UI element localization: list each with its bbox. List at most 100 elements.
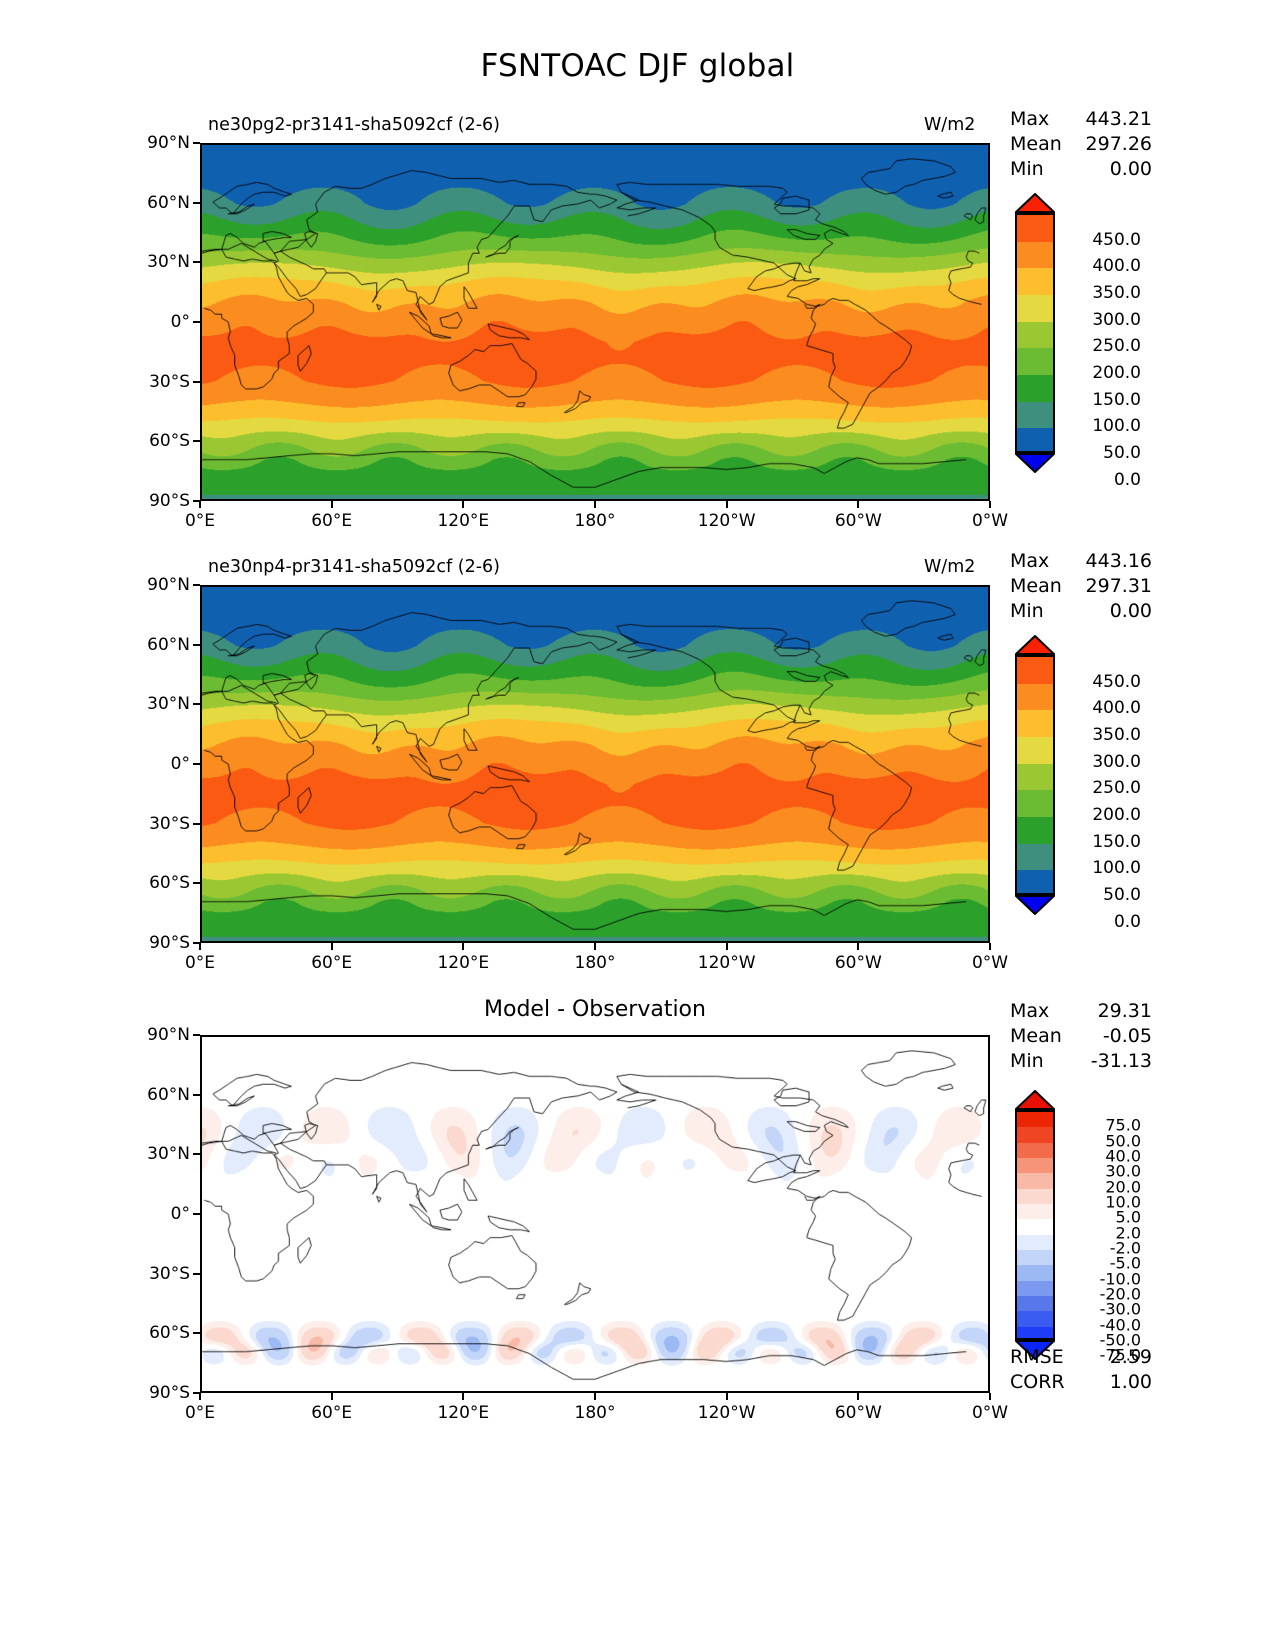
lon-tick-label: 60°W [834,953,882,973]
units-label-1: W/m2 [924,115,976,135]
footer-stat-row: CORR 1.00 [1010,1370,1152,1395]
lat-tick-label: 90°S [149,933,190,953]
colorbar-tick-label: 200.0 [1092,805,1141,825]
lat-tick-label: 30°N [147,1144,190,1165]
colorbar-tick-label: -30.0 [1099,1299,1141,1319]
colorbar-tick-label: 0.0 [1113,911,1141,932]
lon-tick-label: 120°W [697,511,756,531]
colorbar-tick-label: 50.0 [1105,1131,1141,1151]
colorbar-segment [1017,374,1053,402]
colorbar-tick-label: 50.0 [1103,443,1141,463]
colorbar-tick-label: 100.0 [1092,416,1141,437]
lon-tick-mark [594,501,596,508]
colorbar-segment [1017,1295,1053,1312]
colorbar-segment [1017,1219,1053,1235]
lon-tick-label: 0°W [971,511,1009,531]
stat-value: -31.13 [1090,1050,1152,1072]
colorbar-tick-label: -2.0 [1109,1238,1141,1258]
colorbar-segment [1017,268,1053,295]
lon-tick-label: 0°W [971,953,1009,973]
colorbar-segment [1017,215,1053,242]
lat-tick-label: 0° [170,312,190,332]
footer-stat-value: 1.00 [1109,1371,1152,1393]
lon-tick-mark [330,943,333,950]
colorbar-tick-label: 0.0 [1113,469,1141,490]
stat-key: Min [1010,600,1044,622]
lat-tick-mark [193,882,200,885]
lat-tick-label: 60°N [147,192,190,213]
colorbar-segment [1017,348,1053,375]
footer-stat-value: 2.59 [1109,1346,1152,1368]
lat-tick-label: 90°N [147,133,190,153]
stat-key: Max [1010,1000,1050,1022]
lon-tick-mark [594,943,596,950]
lon-tick-mark [594,1393,596,1400]
lon-tick-mark [199,1393,201,1400]
lat-tick-label: 0° [170,754,190,774]
lat-tick-mark [193,1034,200,1036]
colorbar-max-arrow [1013,192,1057,213]
colorbar-tick-label: 450.0 [1092,229,1141,250]
lon-tick-label: 120°W [697,1403,756,1423]
lat-tick-label: 60°S [149,431,190,452]
lon-tick-mark [462,1393,465,1400]
colorbar-segment [1017,816,1053,844]
lat-tick-mark [193,1272,200,1275]
lon-tick-label: 120°E [437,953,490,973]
map-panel-2[interactable] [200,585,990,943]
lon-tick-mark [725,943,728,950]
lat-tick-mark [193,1392,200,1394]
lat-tick-mark [193,643,200,646]
colorbar-tick-label: 30.0 [1105,1161,1141,1181]
lon-tick-mark [330,1393,333,1400]
colorbar-tick-label: -50.0 [1099,1330,1141,1350]
map-panel-1[interactable] [200,143,990,501]
lat-tick-label: 60°N [147,634,190,655]
colorbar-tick-label: 75.0 [1105,1115,1141,1135]
lat-tick-mark [193,1213,200,1215]
colorbar-segment [1017,1280,1053,1296]
colorbar-min-arrow [1013,453,1057,474]
stat-value: 297.26 [1085,133,1152,155]
colorbar-tick-label: 10.0 [1105,1192,1141,1212]
map-panel-3[interactable] [200,1035,990,1393]
colorbar-segment [1017,428,1053,451]
stat-key: Mean [1010,133,1062,155]
colorbar-tick-label: 5.0 [1115,1207,1141,1227]
lat-tick-mark [193,380,200,383]
colorbar-tick-label: 20.0 [1105,1177,1141,1197]
colorbar-tick-label: 400.0 [1092,698,1141,719]
stat-row: Mean -0.05 [1010,1024,1152,1049]
lat-tick-label: 60°S [149,873,190,894]
colorbar-segment [1017,1203,1053,1220]
colorbar-segment [1017,1234,1053,1250]
colorbar-segment [1017,1112,1053,1128]
colorbar-body [1015,213,1055,453]
colorbar-min-arrow [1013,1340,1057,1361]
stat-row: Max 29.31 [1010,999,1152,1024]
lat-tick-label: 30°S [149,1263,190,1284]
colorbar-tick-label: -75.0 [1099,1345,1141,1365]
lon-tick-label: 0°E [184,1403,216,1423]
lat-tick-mark [193,822,200,825]
figure-title: FSNTOAC DJF global [480,48,795,84]
lon-tick-mark [857,943,860,950]
stats-block-2: Max 443.16 Mean 297.31 Min 0.00 [1010,549,1152,624]
colorbar-segment [1017,843,1053,871]
colorbar-segment [1017,1311,1053,1327]
lon-tick-label: 120°E [437,1403,490,1423]
stats-block-3: Max 29.31 Mean -0.05 Min -31.13 [1010,999,1152,1074]
colorbar-tick-label: 300.0 [1092,751,1141,772]
lat-tick-label: 30°S [149,371,190,392]
colorbar-tick-label: 250.0 [1092,778,1141,799]
colorbar-tick-label: 350.0 [1092,283,1141,303]
units-label-2: W/m2 [924,557,976,577]
stat-value: 443.16 [1085,550,1152,572]
stat-value: 0.00 [1109,158,1152,180]
lon-tick-label: 60°W [834,1403,882,1423]
colorbar-segment [1017,294,1053,322]
lat-tick-mark [193,201,200,204]
colorbar-segment [1017,1127,1053,1143]
lon-tick-mark [199,943,201,950]
